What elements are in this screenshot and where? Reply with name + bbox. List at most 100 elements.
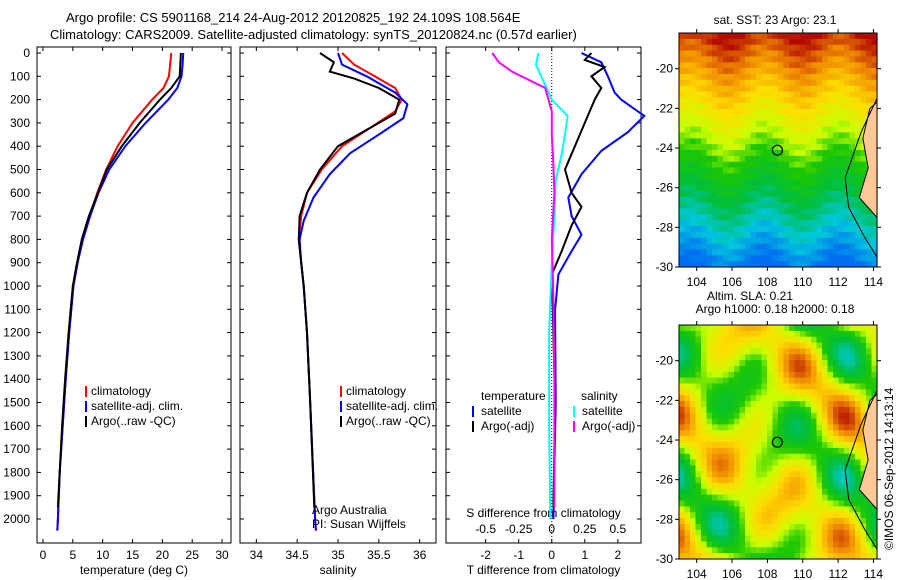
map-cell: [712, 412, 719, 420]
map-cell: [712, 237, 719, 245]
lon-tick-label: 106: [722, 567, 742, 580]
map-cell: [844, 196, 851, 204]
map-cell: [690, 471, 697, 478]
map-cell: [728, 354, 735, 361]
map-cell: [745, 208, 752, 215]
map-cell: [767, 114, 774, 122]
map-cell: [761, 360, 768, 367]
map-cell: [690, 44, 697, 52]
map-cell: [761, 38, 768, 46]
map-cell: [695, 553, 702, 560]
map-cell: [679, 354, 686, 361]
map-cell: [833, 185, 840, 192]
map-cell: [794, 465, 801, 472]
map-cell: [855, 167, 862, 174]
map-cell: [756, 459, 763, 466]
map-cell: [838, 38, 845, 46]
map-cell: [684, 85, 691, 93]
map-cell: [717, 97, 724, 104]
map-cell: [690, 330, 697, 338]
map-cell: [717, 91, 724, 98]
map-cell: [739, 68, 746, 75]
map-cell: [684, 360, 691, 367]
map-cell: [827, 179, 834, 186]
map-cell: [701, 103, 708, 110]
map-cell: [690, 371, 697, 379]
map-cell: [684, 436, 691, 443]
map-cell: [827, 173, 834, 180]
map-cell: [778, 120, 785, 128]
map-cell: [690, 38, 697, 46]
map-cell: [756, 202, 763, 210]
map-cell: [717, 325, 724, 332]
map-cell: [734, 132, 741, 139]
map-cell: [849, 482, 856, 490]
map-cell: [739, 389, 746, 396]
map-cell: [816, 529, 823, 537]
map-cell: [860, 103, 867, 110]
map-cell: [816, 126, 823, 134]
map-cell: [844, 348, 851, 355]
map-cell: [816, 482, 823, 490]
map-cell: [734, 330, 741, 338]
map-cell: [844, 500, 851, 507]
map-cell: [767, 103, 774, 110]
map-cell: [849, 68, 856, 75]
map-cell: [745, 79, 752, 87]
map-cell: [871, 377, 878, 385]
map-cell: [690, 442, 697, 449]
map-cell: [816, 185, 823, 192]
map-cell: [717, 226, 724, 233]
map-cell: [695, 249, 702, 256]
map-cell: [816, 33, 823, 40]
map-cell: [739, 179, 746, 186]
map-cell: [855, 424, 862, 431]
map-cell: [794, 471, 801, 478]
map-cell: [728, 190, 735, 198]
map-cell: [690, 506, 697, 513]
map-cell: [833, 50, 840, 57]
s-tick-label: -0.5: [475, 522, 496, 536]
map-cell: [679, 553, 686, 560]
map-cell: [816, 214, 823, 221]
map-cell: [679, 336, 686, 344]
map-cell: [723, 91, 730, 98]
map-cell: [679, 126, 686, 134]
map-cell: [849, 389, 856, 396]
map-cell: [789, 261, 796, 268]
map-cell: [827, 62, 834, 69]
map-cell: [695, 85, 702, 93]
map-cell: [783, 68, 790, 75]
map-cell: [822, 365, 829, 373]
map-cell: [827, 360, 834, 367]
map-cell: [838, 377, 845, 385]
map-cell: [816, 237, 823, 245]
map-cell: [761, 342, 768, 350]
map-cell: [723, 144, 730, 151]
map-cell: [772, 377, 779, 385]
map-cell: [849, 471, 856, 478]
map-cell: [855, 173, 862, 180]
map-cell: [684, 214, 691, 221]
map-cell: [745, 226, 752, 233]
map-cell: [833, 500, 840, 507]
map-cell: [728, 418, 735, 426]
map-cell: [767, 336, 774, 344]
map-cell: [701, 500, 708, 507]
map-cell: [701, 529, 708, 537]
map-cell: [750, 44, 757, 52]
map-cell: [772, 447, 779, 455]
map-cell: [717, 430, 724, 437]
map-cell: [805, 383, 812, 390]
map-cell: [805, 547, 812, 554]
map-cell: [684, 518, 691, 525]
map-cell: [745, 144, 752, 151]
depth-tick-label: 100: [10, 69, 30, 83]
map-cell: [756, 500, 763, 507]
map-cell: [734, 161, 741, 169]
map-title: sat. SST: 23 Argo: 23.1: [714, 13, 837, 27]
map-cell: [805, 459, 812, 466]
map-cell: [745, 38, 752, 46]
map-cell: [800, 465, 807, 472]
map-cell: [695, 518, 702, 525]
